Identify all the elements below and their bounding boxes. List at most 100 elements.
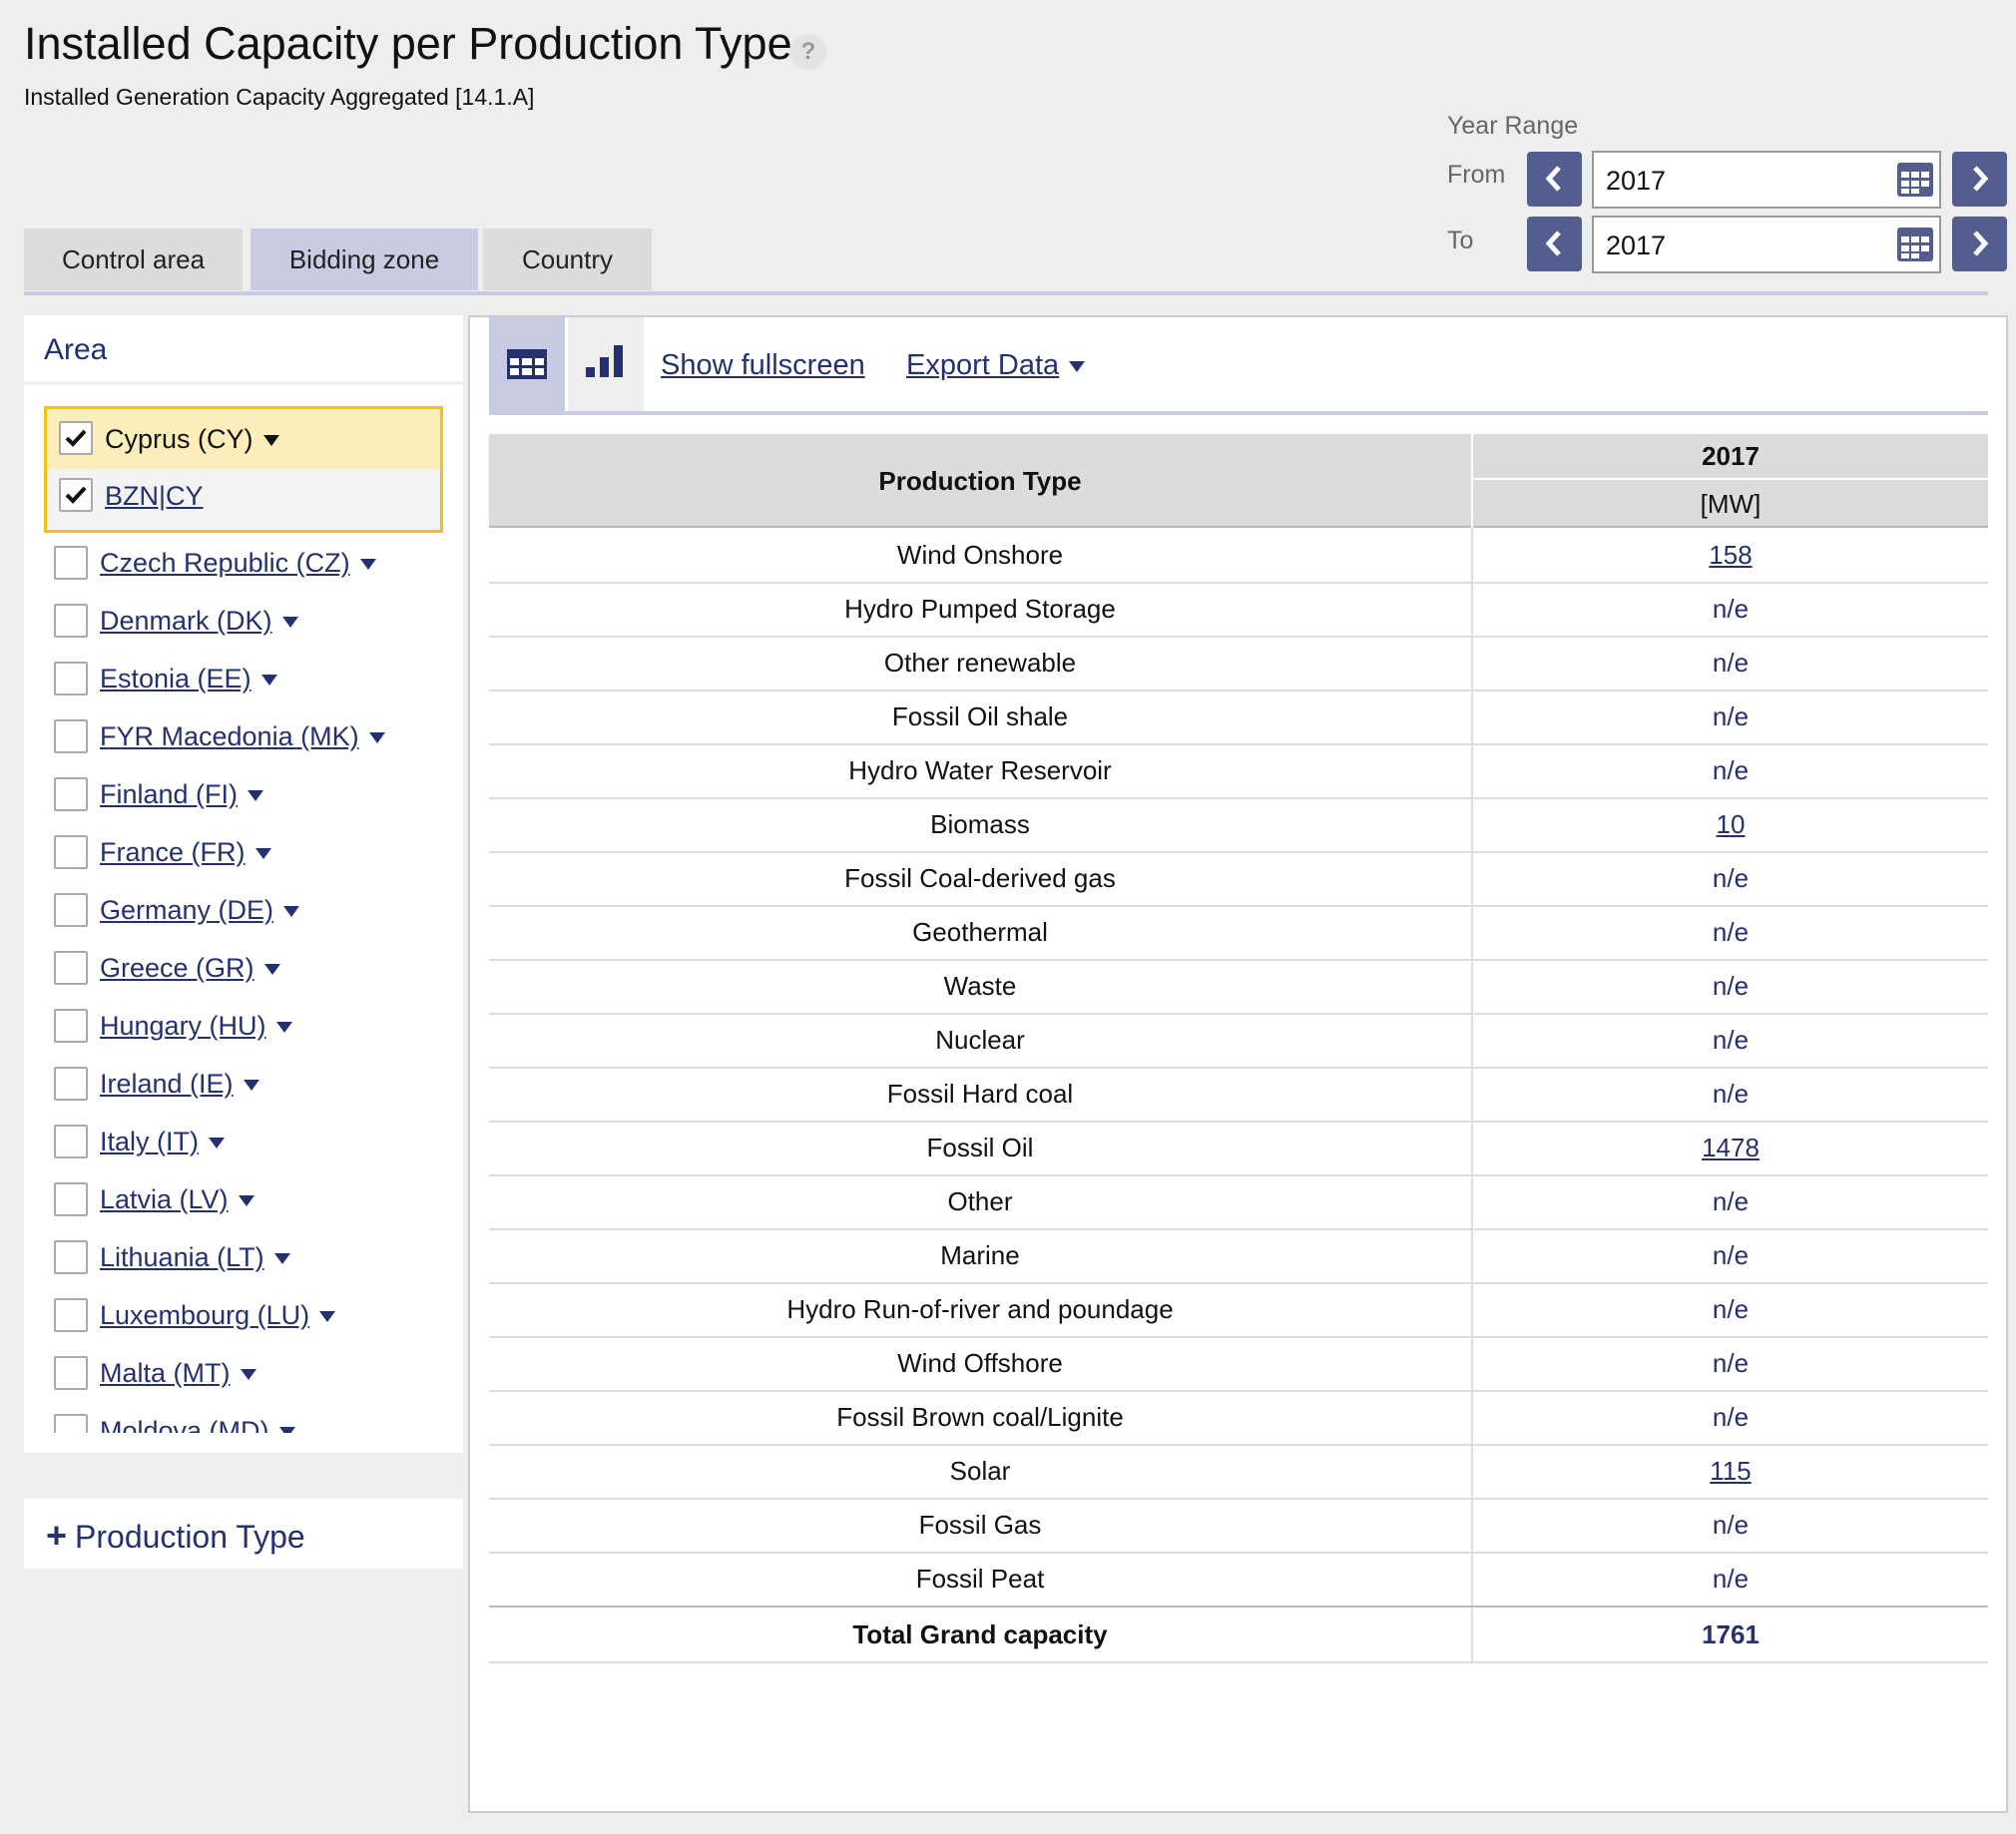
dropdown-arrow[interactable] [238,1195,254,1207]
capacity-value[interactable]: 115 [1710,1455,1752,1486]
dropdown-arrow[interactable] [262,435,279,447]
help-icon[interactable]: ? [790,34,826,70]
dropdown-arrow[interactable] [319,1311,336,1323]
production-type: Wind Onshore [896,539,1064,570]
area-link[interactable]: Finland (FI) [100,779,239,809]
area-item[interactable]: Luxembourg (LU) [100,1300,336,1331]
chart-view-button[interactable] [568,317,644,411]
dropdown-arrow[interactable] [248,790,264,802]
dropdown-arrow[interactable] [263,964,280,976]
year-input[interactable]: 2017 [1592,151,1941,209]
next-year-button[interactable] [1952,152,2007,207]
checkbox-checked[interactable] [59,478,93,512]
area-item[interactable]: Ireland (IE) [100,1069,259,1100]
area-item[interactable]: France (FR) [100,837,271,868]
area-link[interactable]: Luxembourg (LU) [100,1300,310,1330]
dropdown-arrow[interactable] [209,1138,225,1149]
checkbox[interactable] [54,546,88,580]
tab[interactable]: Control area [24,229,243,290]
capacity-value: n/e [1712,593,1750,624]
checkbox[interactable] [54,893,88,927]
dropdown-arrow[interactable] [240,1369,256,1381]
export-data[interactable]: Export Data [906,349,1086,382]
production-type-filter[interactable]: + Production Type [24,1499,463,1569]
dropdown-arrow[interactable] [278,1427,295,1433]
checkbox[interactable] [54,951,88,985]
area-link[interactable]: Greece (GR) [100,953,254,983]
checkbox[interactable] [54,835,88,869]
production-type: Hydro Water Reservoir [848,754,1112,785]
area-link[interactable]: France (FR) [100,837,246,867]
checkbox[interactable] [54,719,88,753]
area-link[interactable]: Estonia (EE) [100,664,252,693]
table-view-button[interactable] [489,317,565,411]
area-link[interactable]: Hungary (HU) [100,1011,266,1041]
area-item[interactable]: Estonia (EE) [100,664,277,694]
dropdown-arrow[interactable] [243,1080,259,1092]
unit-header: [MW] [1700,488,1762,519]
prev-year-button[interactable] [1527,217,1582,271]
area-link[interactable]: Czech Republic (CZ) [100,548,350,578]
area-link[interactable]: Ireland (IE) [100,1069,234,1099]
checkbox[interactable] [54,1414,88,1433]
checkbox[interactable] [54,1009,88,1043]
year-input[interactable]: 2017 [1592,216,1941,273]
show-fullscreen[interactable]: Show fullscreen [661,349,865,381]
dropdown-arrow[interactable] [359,559,376,571]
area-list: Czech Republic (CZ) Denmark (DK) Estonia (… [24,540,463,1433]
capacity-value[interactable]: 10 [1716,808,1746,839]
dropdown-arrow[interactable] [281,617,298,629]
checkbox[interactable] [54,1298,88,1332]
selected-box: Cyprus (CY) BZN|CY [44,406,443,533]
capacity-value[interactable]: 158 [1709,539,1753,570]
checkbox[interactable] [54,1125,88,1158]
calendar-icon [1897,163,1933,197]
capacity-value[interactable]: 1478 [1702,1132,1760,1162]
dropdown-arrow[interactable] [273,1253,290,1265]
area-item[interactable]: Germany (DE) [100,895,300,926]
area-item[interactable]: Denmark (DK) [100,606,298,637]
area-item[interactable]: Moldova (MD) [100,1416,295,1433]
tab[interactable]: Country [483,229,652,290]
calendar-button[interactable] [1897,228,1933,261]
next-year-button[interactable] [1952,217,2007,271]
area-link[interactable]: FYR Macedonia (MK) [100,721,359,751]
dropdown-arrow[interactable] [260,675,277,687]
area-item[interactable]: Greece (GR) [100,953,280,984]
area-link[interactable]: Lithuania (LT) [100,1242,264,1272]
checkbox[interactable] [54,1067,88,1101]
area-item[interactable]: Italy (IT) [100,1127,225,1157]
area-item[interactable]: FYR Macedonia (MK) [100,721,385,752]
area-item[interactable]: Czech Republic (CZ) [100,548,376,579]
checkbox[interactable] [54,1240,88,1274]
area-link[interactable]: Denmark (DK) [100,606,272,636]
area-link[interactable]: Malta (MT) [100,1358,231,1388]
checkbox[interactable] [54,1182,88,1216]
sub-area[interactable]: BZN|CY [105,481,204,511]
area-item[interactable]: Malta (MT) [100,1358,256,1389]
area-item[interactable]: Finland (FI) [100,779,264,810]
dropdown-arrow[interactable] [254,848,271,860]
area-link[interactable]: Germany (DE) [100,895,274,925]
checkbox[interactable] [54,1356,88,1390]
table-row: Fossil Brown coal/Lignite n/e [489,1390,1988,1446]
tab-active[interactable]: Bidding zone [251,229,478,290]
selected-area[interactable]: Cyprus (CY) [105,424,279,455]
checkbox-checked[interactable] [59,421,93,455]
area-link[interactable]: Latvia (LV) [100,1184,229,1214]
area-link[interactable]: Italy (IT) [100,1127,199,1156]
area-item[interactable]: Latvia (LV) [100,1184,254,1215]
area-link[interactable]: Moldova (MD) [100,1416,269,1433]
dropdown-arrow[interactable] [275,1022,292,1034]
prev-year-button[interactable] [1527,152,1582,207]
area-item[interactable]: Hungary (HU) [100,1011,292,1042]
area-item[interactable]: Lithuania (LT) [100,1242,290,1273]
area-title: Area [24,315,463,385]
dropdown-arrow[interactable] [283,906,300,918]
calendar-button[interactable] [1897,163,1933,197]
dropdown-arrow[interactable] [368,732,385,744]
checkbox[interactable] [54,777,88,811]
capacity-value: n/e [1712,1024,1750,1055]
checkbox[interactable] [54,662,88,695]
checkbox[interactable] [54,604,88,638]
